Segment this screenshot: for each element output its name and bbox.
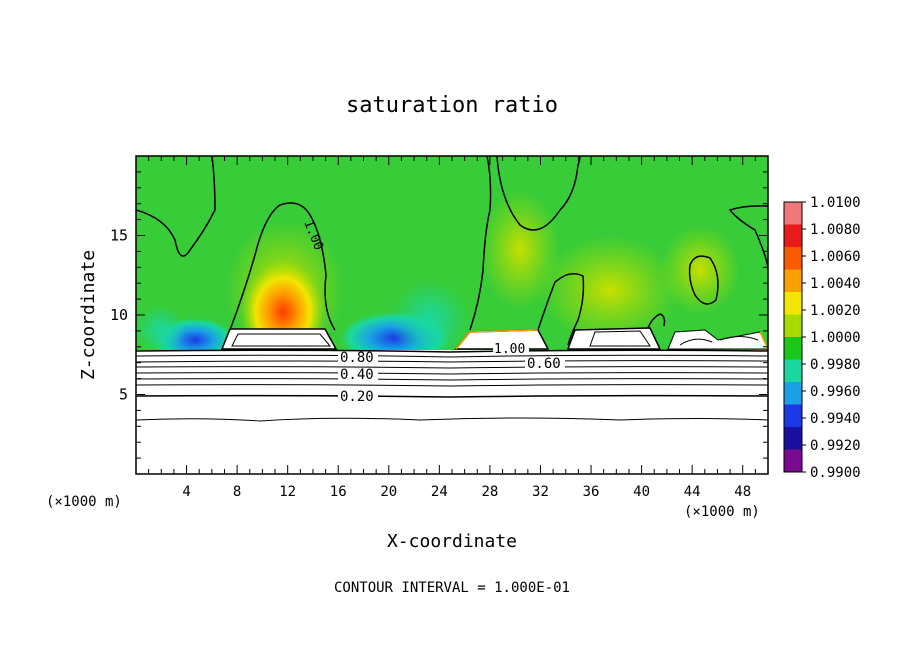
lower-region	[136, 350, 768, 474]
warm-patch	[480, 190, 560, 310]
x-tick-label: 28	[481, 484, 498, 500]
x-tick-label: 12	[279, 484, 296, 500]
y-tick-label: 10	[110, 306, 128, 324]
colorbar-label: 1.0080	[810, 222, 861, 238]
teal-patch	[136, 305, 185, 355]
colorbar-swatch	[784, 427, 802, 450]
contour-label: 0.60	[527, 356, 561, 372]
lower-contours	[136, 349, 768, 422]
colorbar-label: 1.0100	[810, 195, 861, 211]
chart-title: saturation ratio	[346, 93, 558, 118]
teal-patch	[390, 280, 470, 360]
x-tick-label: 48	[734, 484, 751, 500]
x-unit-left: (×1000 m)	[46, 494, 122, 510]
x-tick-label: 4	[182, 484, 190, 500]
colorbar-swatch	[784, 314, 802, 338]
colorbar-swatch	[784, 292, 802, 315]
colorbar-label: 0.9940	[810, 411, 861, 427]
contour-1.00	[469, 156, 492, 331]
inner-contour	[719, 336, 759, 341]
x-axis-label: X-coordinate	[387, 531, 517, 552]
inner-contour	[589, 330, 651, 347]
orange-edge	[759, 331, 768, 350]
contour-label: 0.80	[340, 350, 374, 366]
x-tick-label: 40	[633, 484, 650, 500]
x-tick-label: 20	[380, 484, 397, 500]
colorbar-label: 0.9980	[810, 357, 861, 373]
x-tick-label: 8	[233, 484, 241, 500]
colorbar-label: 0.9920	[810, 438, 861, 454]
colorbar-swatch	[784, 382, 802, 405]
contour-label: 0.20	[340, 389, 374, 405]
contour-1.00	[229, 202, 336, 331]
y-axis: 5 10 15	[110, 171, 768, 459]
contour-label: 1.00	[494, 342, 525, 357]
y-tick-label: 15	[110, 227, 128, 245]
colorbar-swatch	[784, 269, 802, 293]
contour-1.00	[136, 156, 216, 257]
warm-patch	[660, 225, 740, 315]
plot-area	[136, 156, 768, 474]
orange-edge	[455, 329, 539, 350]
colorbar-swatch	[784, 359, 802, 383]
y-tick-label: 5	[119, 386, 128, 404]
inner-contour	[231, 333, 332, 347]
x-axis: 4 8 12 16 20 24 28 32 36 40 44 48	[148, 156, 756, 500]
x-tick-label: 32	[532, 484, 549, 500]
contour-label: 0.40	[340, 367, 374, 383]
contour-1.00	[647, 313, 666, 329]
warm-patch	[540, 235, 680, 345]
contour-interval-note: CONTOUR INTERVAL = 1.000E-01	[334, 580, 570, 596]
x-tick-label: 16	[330, 484, 347, 500]
contour-1.00	[688, 255, 719, 305]
colorbar-label: 0.9960	[810, 384, 861, 400]
colorbar-swatch	[784, 202, 802, 225]
colorbar: 1.0100 1.0080 1.0060 1.0040 1.0020 1.0000 0.99…	[783, 195, 861, 481]
colorbar-swatch	[784, 224, 802, 248]
colorbar-label: 1.0000	[810, 330, 861, 346]
contour-1.00	[537, 272, 585, 346]
colorbar-swatch	[784, 404, 802, 428]
x-unit-right: (×1000 m)	[684, 504, 760, 520]
colorbar-swatch	[784, 247, 802, 270]
colorbar-label: 0.9900	[810, 465, 861, 481]
contour-1.00	[728, 205, 768, 271]
colorbar-label: 1.0020	[810, 303, 861, 319]
colorbar-swatch	[784, 449, 802, 473]
y-axis-label: Z-coordinate	[78, 250, 99, 380]
colorbar-label: 1.0060	[810, 249, 861, 265]
colorbar-label: 1.0040	[810, 276, 861, 292]
x-tick-label: 24	[431, 484, 448, 500]
x-tick-label: 36	[583, 484, 600, 500]
inner-contour	[679, 338, 713, 346]
colorbar-swatch	[784, 337, 802, 360]
x-tick-label: 44	[684, 484, 701, 500]
contour-1.00	[496, 156, 581, 231]
terrain-block-small	[667, 329, 768, 350]
